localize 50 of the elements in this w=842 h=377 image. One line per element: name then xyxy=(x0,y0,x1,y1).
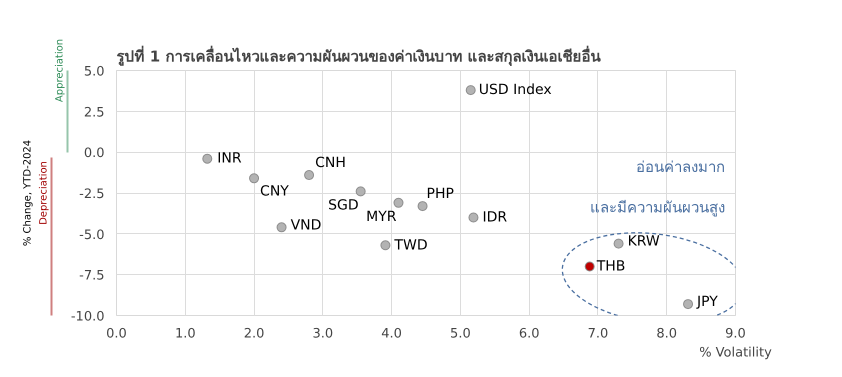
point xyxy=(584,262,595,272)
point xyxy=(356,186,366,196)
point xyxy=(393,198,404,208)
x-tick-label: 8.0 xyxy=(656,326,678,342)
annotation: VND xyxy=(290,217,322,234)
text: Appreciation xyxy=(54,38,66,102)
x-tick-label: 3.0 xyxy=(312,326,334,342)
x-tick-label: 6.0 xyxy=(518,326,540,342)
point xyxy=(418,201,428,212)
y-tick-label: -7.5 xyxy=(79,268,105,284)
annotation: MYR xyxy=(366,208,397,225)
annotation: JPY xyxy=(696,294,718,310)
point xyxy=(304,170,314,180)
point xyxy=(249,173,260,184)
annotation: THB xyxy=(596,258,626,274)
annotation: USD Index xyxy=(478,82,552,98)
annotation: KRW xyxy=(628,234,660,250)
annotation: INR xyxy=(217,150,242,167)
y-tick-label: 0.0 xyxy=(84,146,105,162)
point xyxy=(466,85,476,96)
y-tick-label: 2.5 xyxy=(84,105,105,120)
point xyxy=(683,299,694,310)
annotation: CNY xyxy=(260,183,290,200)
annotation: SGD xyxy=(328,197,359,214)
y-tick-label: -5.0 xyxy=(79,228,105,243)
annotation: TWD xyxy=(393,237,428,254)
y-tick-label: -10.0 xyxy=(70,310,105,324)
annotation: CNH xyxy=(315,155,346,172)
y-tick-label: 5.0 xyxy=(84,64,105,80)
x-tick-label: 7.0 xyxy=(588,326,608,342)
point xyxy=(468,212,478,222)
annotation: PHP xyxy=(426,186,454,202)
y-axis-title: % Change, YTD-2024 xyxy=(22,140,34,246)
point xyxy=(614,238,624,249)
x-tick-label: 1.0 xyxy=(174,326,196,342)
point xyxy=(380,240,390,250)
chart-title: รูปที่ 1 การเคลื่อนไหวและความผันผวนของค่าเงินบาท และสกุลเงินเอเชียอื่น xyxy=(116,46,602,66)
annotation: อ่อนค่าลงมาก xyxy=(636,158,726,176)
x-tick-label: 4.0 xyxy=(381,326,402,342)
x-tick-label: 0.0 xyxy=(106,326,127,342)
text: Depreciation xyxy=(38,161,50,225)
annotation: และมีความผันผวนสูง xyxy=(590,198,726,217)
x-tick-label: 9.0 xyxy=(725,326,746,342)
x-tick-label: 2.0 xyxy=(244,326,264,342)
point xyxy=(202,154,212,164)
x-axis-title: % Volatility xyxy=(699,346,772,360)
x-tick-label: 5.0 xyxy=(450,326,471,342)
point xyxy=(276,222,287,232)
annotation: IDR xyxy=(482,210,508,226)
y-tick-label: -2.5 xyxy=(79,187,105,202)
